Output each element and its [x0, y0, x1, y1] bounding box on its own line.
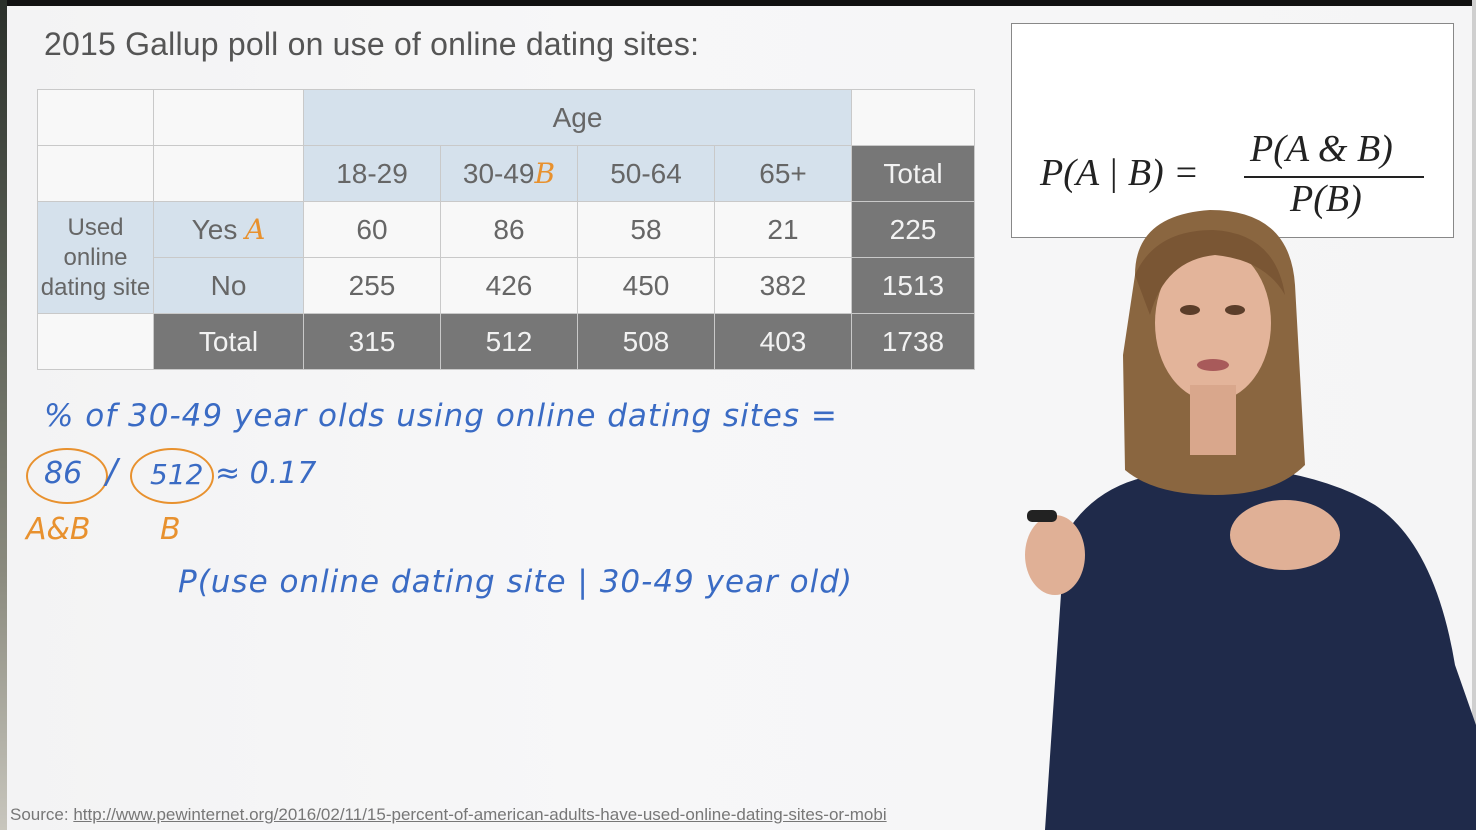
- circle-denominator: [130, 448, 214, 504]
- formula-lhs: P(A | B) =: [1040, 152, 1199, 194]
- source-label: Source:: [10, 805, 69, 824]
- col-total: 512: [440, 313, 578, 370]
- video-frame-left-edge: [0, 0, 7, 830]
- cell: 255: [303, 257, 441, 314]
- label-a-and-b: A&B: [26, 512, 91, 547]
- empty-cell: [851, 89, 975, 146]
- cell: 450: [577, 257, 715, 314]
- cell: 58: [577, 201, 715, 258]
- empty-cell: [37, 89, 154, 146]
- source-citation: Source: http://www.pewinternet.org/2016/…: [10, 805, 887, 825]
- formula-denominator: P(B): [1290, 178, 1362, 220]
- presenter-figure: [1025, 210, 1476, 830]
- empty-cell: [153, 89, 304, 146]
- row-total: 1513: [851, 257, 975, 314]
- formula-numerator: P(A & B): [1250, 128, 1393, 170]
- empty-cell: [153, 145, 304, 202]
- handwritten-question: % of 30-49 year olds using online dating…: [44, 398, 838, 434]
- row-total: 225: [851, 201, 975, 258]
- handwritten-slash: /: [106, 452, 118, 492]
- row-yes-label: Yes: [191, 214, 238, 245]
- handwritten-probability-notation: P(use online dating site | 30-49 year ol…: [178, 564, 853, 600]
- row-header-yes: Yes A: [153, 201, 304, 258]
- totals-row-label: Total: [153, 313, 304, 370]
- video-frame-right-edge: [1472, 0, 1476, 830]
- grand-total: 1738: [851, 313, 975, 370]
- age-header: Age: [303, 89, 852, 146]
- conditional-probability-formula-box: P(A | B) = P(A & B) P(B): [1011, 23, 1454, 238]
- source-link[interactable]: http://www.pewinternet.org/2016/02/11/15…: [73, 805, 887, 824]
- row-mark-a: A: [245, 213, 266, 246]
- col-mark-b: B: [534, 157, 556, 190]
- cell: 21: [714, 201, 852, 258]
- empty-cell: [37, 313, 154, 370]
- video-frame-top: [0, 0, 1476, 6]
- cell: 86: [440, 201, 578, 258]
- fraction-bar: [1244, 176, 1424, 178]
- col-header-18-29: 18-29: [303, 145, 441, 202]
- handwritten-86: 86: [44, 456, 83, 491]
- handwritten-512: 512: [150, 458, 204, 491]
- cell: 382: [714, 257, 852, 314]
- col-total: 508: [577, 313, 715, 370]
- col-total: 315: [303, 313, 441, 370]
- cell: 60: [303, 201, 441, 258]
- col-header-65-plus: 65+: [714, 145, 852, 202]
- col-total: 403: [714, 313, 852, 370]
- col-header-50-64: 50-64: [577, 145, 715, 202]
- handwritten-approx-result: ≈ 0.17: [215, 456, 317, 491]
- label-b: B: [160, 512, 181, 547]
- col-header-30-49-label: 30-49: [462, 158, 535, 189]
- row-header-no: No: [153, 257, 304, 314]
- formula: P(A | B) = P(A & B) P(B): [1012, 24, 1453, 237]
- col-header-30-49: 30-49B: [440, 145, 578, 202]
- col-header-total: Total: [851, 145, 975, 202]
- poll-table: Age 18-29 30-49B 50-64 65+ Total Used on…: [37, 89, 975, 370]
- slide-title: 2015 Gallup poll on use of online dating…: [44, 26, 700, 62]
- row-group-label: Used online dating site: [37, 201, 154, 314]
- cell: 426: [440, 257, 578, 314]
- empty-cell: [37, 145, 154, 202]
- circle-numerator: [26, 448, 108, 504]
